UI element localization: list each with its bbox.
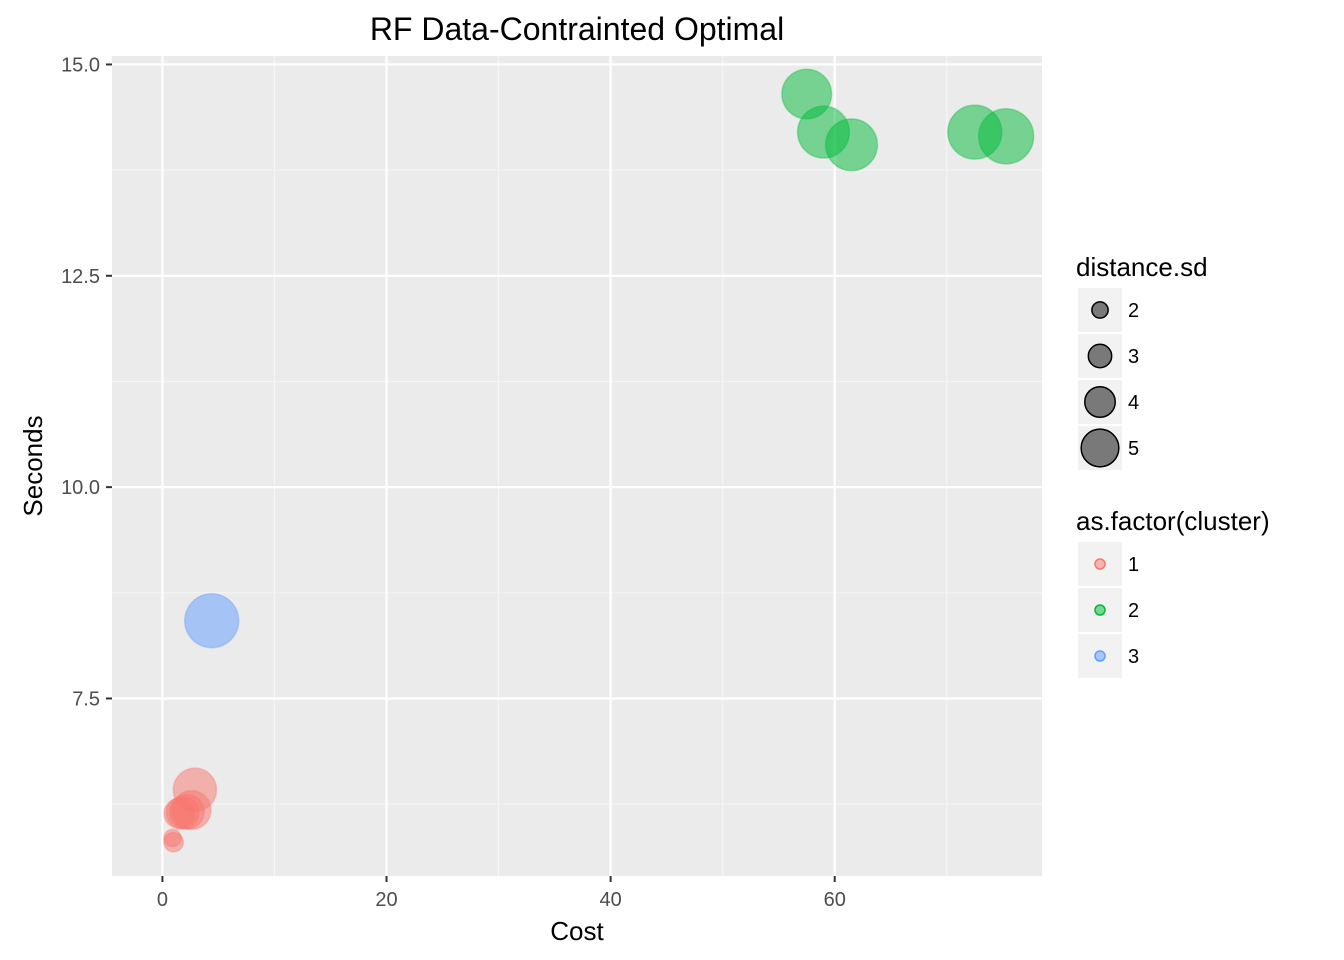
color-legend-title: as.factor(cluster) [1076,506,1270,536]
y-tick-label: 10.0 [61,477,100,499]
size-legend-label: 5 [1128,438,1139,460]
data-point-cluster-2 [824,118,879,172]
y-axis: 7.5 10.0 12.5 15.0 [61,54,112,710]
color-legend-label: 1 [1128,554,1139,576]
color-legend-symbol [1094,558,1106,570]
x-tick-label: 60 [824,889,846,911]
data-points [163,68,1035,853]
size-legend-symbol [1080,428,1120,468]
y-tick-label: 15.0 [61,54,100,76]
plot-panel [112,56,1042,876]
y-tick-label: 7.5 [72,688,100,710]
minor-gridlines [112,56,1042,876]
data-point-cluster-1 [163,831,185,853]
color-legend-label: 3 [1128,646,1139,668]
x-tick-label: 0 [157,889,168,911]
color-legend-symbol [1094,604,1106,616]
size-legend-symbol [1087,343,1113,369]
size-legend-title: distance.sd [1076,252,1208,282]
major-gridlines [112,56,1042,876]
chart-title: RF Data-Contrainted Optimal [370,11,784,47]
color-legend: as.factor(cluster) 1 2 3 [1076,506,1270,678]
y-tick-label: 12.5 [61,266,100,288]
size-legend-label: 4 [1128,392,1139,414]
data-point-cluster-3 [183,592,240,649]
color-legend-label: 2 [1128,600,1139,622]
size-legend: distance.sd 2 3 4 5 [1076,252,1208,470]
size-legend-label: 2 [1128,300,1139,322]
data-point-cluster-2 [977,108,1035,165]
y-axis-title: Seconds [18,415,48,516]
x-tick-label: 20 [375,889,397,911]
size-legend-symbol [1091,301,1109,319]
x-tick-label: 40 [599,889,621,911]
size-legend-symbol [1083,385,1117,419]
data-point-cluster-1 [163,797,196,830]
x-axis-title: Cost [550,916,604,946]
x-axis: 0 20 40 60 [157,876,846,911]
size-legend-label: 3 [1128,346,1139,368]
color-legend-symbol [1094,650,1106,662]
